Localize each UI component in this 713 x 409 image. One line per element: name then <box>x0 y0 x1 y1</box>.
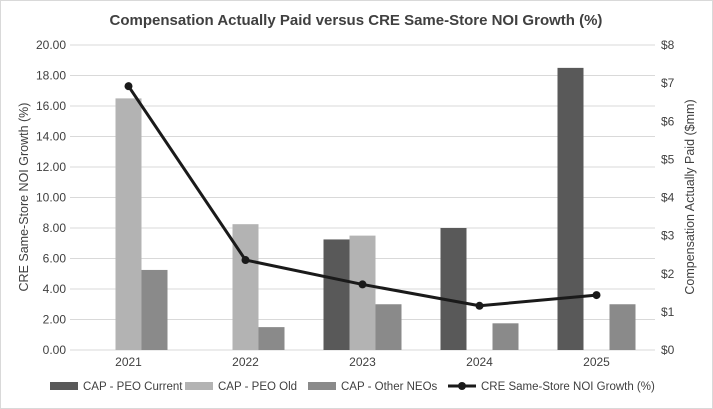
left-axis-title: CRE Same-Store NOI Growth (%) <box>17 103 31 292</box>
bar <box>557 67 584 350</box>
left-tick-label: 18.00 <box>36 69 66 83</box>
legend-swatch <box>185 382 213 390</box>
bar <box>440 228 467 350</box>
legend-label: CAP - PEO Old <box>218 381 297 393</box>
x-tick-label: 2022 <box>232 355 259 369</box>
line-point <box>124 82 133 91</box>
bar <box>232 224 259 350</box>
bars <box>115 67 636 350</box>
bar <box>375 304 402 350</box>
left-tick-label: 0.00 <box>43 343 67 357</box>
line-series <box>124 82 601 310</box>
left-tick-label: 6.00 <box>43 252 67 266</box>
legend-label: CAP - Other NEOs <box>341 381 438 393</box>
x-axis-ticks: 2021 2022 2023 2024 2025 <box>115 355 610 369</box>
left-tick-label: 12.00 <box>36 160 66 174</box>
right-tick-label: $5 <box>661 152 675 166</box>
x-tick-label: 2023 <box>349 355 376 369</box>
bar <box>141 269 168 350</box>
left-tick-label: 8.00 <box>43 221 67 235</box>
legend-label: CAP - PEO Current <box>83 381 183 393</box>
legend-swatch-marker <box>458 382 466 390</box>
x-tick-label: 2025 <box>583 355 610 369</box>
legend-label: CRE Same-Store NOI Growth (%) <box>481 381 655 393</box>
left-axis-ticks: 0.00 2.00 4.00 6.00 8.00 10.00 12.00 14.00 16.00… <box>36 38 66 357</box>
legend: CAP - PEO Current CAP - PEO Old CAP - Othe… <box>50 381 655 393</box>
left-tick-label: 20.00 <box>36 38 66 52</box>
left-tick-label: 14.00 <box>36 130 66 144</box>
right-tick-label: $3 <box>661 229 675 243</box>
right-axis-ticks: $0 $1 $2 $3 $4 $5 $6 $7 $8 <box>661 38 675 357</box>
legend-swatch <box>308 382 336 390</box>
right-tick-label: $6 <box>661 114 675 128</box>
bar <box>258 327 285 350</box>
bar <box>349 235 376 350</box>
x-tick-label: 2021 <box>115 355 142 369</box>
bar <box>609 304 636 350</box>
chart-title: Compensation Actually Paid versus CRE Sa… <box>110 12 603 29</box>
right-tick-label: $8 <box>661 38 675 52</box>
line-point <box>358 280 367 289</box>
bar <box>323 239 350 350</box>
right-tick-label: $7 <box>661 76 675 90</box>
left-tick-label: 16.00 <box>36 99 66 113</box>
bar <box>115 98 142 350</box>
left-tick-label: 10.00 <box>36 191 66 205</box>
x-tick-label: 2024 <box>466 355 493 369</box>
right-tick-label: $2 <box>661 267 675 281</box>
line-point <box>592 291 601 300</box>
legend-swatch <box>50 382 78 390</box>
line-point <box>241 256 250 265</box>
left-tick-label: 2.00 <box>43 313 67 327</box>
right-tick-label: $0 <box>661 343 675 357</box>
line-point <box>475 301 484 310</box>
right-axis-title: Compensation Actually Paid ($mm) <box>683 99 697 294</box>
right-tick-label: $4 <box>661 191 675 205</box>
left-tick-label: 4.00 <box>43 282 67 296</box>
bar <box>492 323 519 350</box>
right-tick-label: $1 <box>661 305 675 319</box>
